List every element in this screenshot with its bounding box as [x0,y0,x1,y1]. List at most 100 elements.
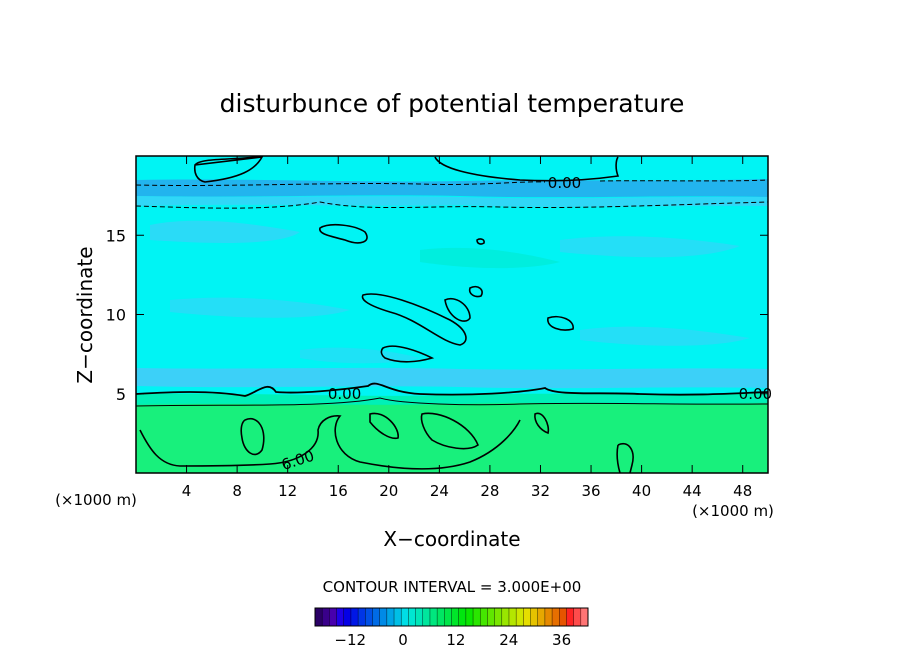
x-tick-label: 16 [329,482,348,500]
colorbar-swatch [343,608,352,626]
x-tick-label: 24 [430,482,449,500]
colorbar-frame [314,607,589,627]
colorbar-swatch [451,608,460,626]
field-patch [150,220,300,243]
x-units-right: (×1000 m) [692,502,774,520]
contour-island [240,417,265,456]
colorbar-swatch [401,608,409,626]
x-units-left: (×1000 m) [55,491,137,509]
colorbar [314,607,589,627]
contour-label: 0.00 [328,385,361,403]
colorbar-swatch [386,608,395,626]
contour-island [444,298,471,322]
contour-label: 0.00 [739,385,772,403]
field-upper-blue-band [136,179,768,198]
colorbar-swatch [458,608,467,626]
field-transition-band [136,393,768,405]
field-patch [420,247,560,269]
x-tick-label: 4 [182,482,192,500]
field-patch [580,326,750,346]
chart-title: disturbunce of potential temperature [220,89,685,118]
contour-island [468,285,483,298]
y-axis-ticks: 5 10 15 [106,226,768,404]
contour-zero-lower [136,382,768,397]
colorbar-swatch [415,608,424,626]
colorbar-swatch [523,608,532,626]
field-upper-light-band [136,196,768,207]
colorbar-tick-label: −12 [334,631,366,649]
contour-zero-upper [193,156,264,183]
colorbar-swatch [429,608,438,626]
x-axis-ticks: 4 8 12 16 20 24 28 32 36 40 44 48 [182,156,752,500]
colorbar-tick-label: 12 [446,631,465,649]
y-tick-label: 10 [106,306,126,325]
colorbar-swatch [336,608,345,626]
contour-island [534,412,550,435]
contour-labels: 0.000.00 0.006.00 [279,174,772,474]
x-tick-label: 32 [531,482,550,500]
contour-island [420,412,479,450]
x-tick-label: 44 [683,482,702,500]
contour-island [319,223,368,244]
colorbar-swatch [437,608,445,626]
contour-six-lower [139,415,521,470]
colorbar-swatch [465,608,474,626]
colorbar-swatch [501,608,510,626]
colorbar-swatch [552,608,560,626]
contour-label: 0.00 [548,174,581,192]
x-tick-label: 20 [379,482,398,500]
colorbar-swatch [329,608,338,626]
colorbar-tick-label: 24 [499,631,518,649]
field-green-region [136,402,768,473]
contour-zero-upper-right [434,156,620,182]
colorbar-swatch [530,608,539,626]
colorbar-swatch [559,608,567,626]
contour-thin-lower [136,397,768,407]
x-tick-label: 12 [278,482,297,500]
colorbar-swatch [487,608,496,626]
contour-island [476,238,485,245]
colorbar-swatch [408,608,417,626]
colorbar-swatch [358,608,366,626]
colorbar-swatch [544,608,553,626]
x-tick-label: 8 [232,482,242,500]
colorbar-swatch [394,608,402,626]
colorbar-swatch [372,608,381,626]
y-axis-label: Z−coordinate [73,246,97,383]
contour-island [547,315,574,331]
colorbar-ticks: −12 0 12 24 36 [334,631,571,649]
colorbar-swatch [365,608,373,626]
x-tick-label: 28 [480,482,499,500]
colorbar-swatch [573,608,582,626]
contour-island [369,412,399,440]
contour-dashed-upper [136,179,768,186]
field-lower-blue-band [136,367,768,389]
contour-island [380,345,435,363]
x-tick-label: 48 [733,482,752,500]
colorbar-swatch [494,608,503,626]
y-tick-label: 5 [116,385,126,404]
colorbar-swatch [322,608,330,626]
contour-plot-area [136,156,768,473]
colorbar-swatch [580,608,589,626]
colorbar-swatch [315,608,323,626]
contour-island [361,293,467,346]
colorbar-swatch [473,608,481,626]
x-axis-label: X−coordinate [383,527,520,551]
field-patch [560,236,740,258]
y-tick-label: 15 [106,226,126,245]
x-tick-label: 40 [632,482,651,500]
field-patch [170,297,350,318]
colorbar-tick-label: 0 [398,631,408,649]
colorbar-swatch [350,608,359,626]
colorbar-swatch [422,608,431,626]
x-tick-label: 36 [581,482,600,500]
colorbar-swatch [537,608,546,626]
contour-interval-text: CONTOUR INTERVAL = 3.000E+00 [323,578,582,596]
colorbar-swatch [379,608,388,626]
contour-island [616,443,634,473]
colorbar-swatch [566,608,575,626]
colorbar-swatch [508,608,517,626]
colorbar-swatch [516,608,524,626]
